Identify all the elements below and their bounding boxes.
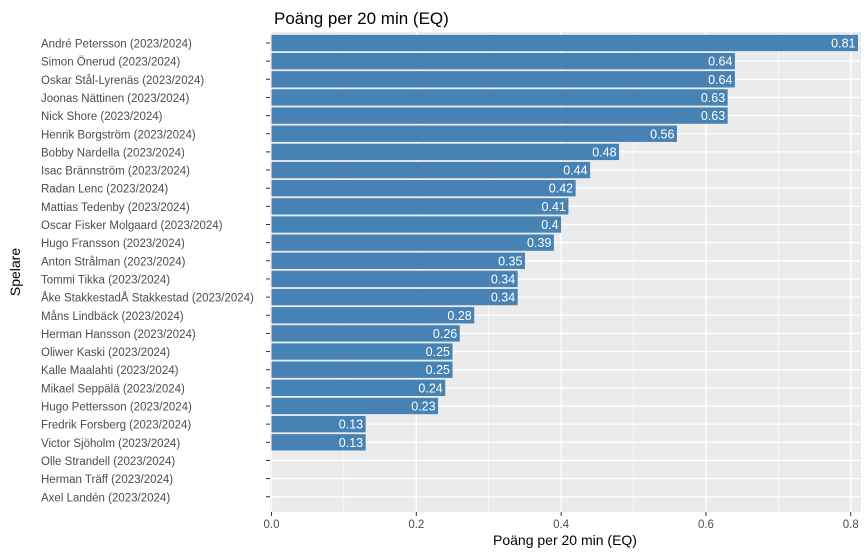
y-tick-label: Olle Strandell (2023/2024) [41,456,175,468]
y-tick-label: Nick Shore (2023/2024) [41,111,163,123]
bar [271,397,439,415]
bar [271,125,677,142]
bar [271,198,569,215]
bar-value-label: 0.64 [708,55,732,69]
y-tick-label: Herman Träff (2023/2024) [41,474,173,486]
bar-value-label: 0.13 [339,418,363,432]
bar-value-label: 0.42 [549,182,573,196]
bar-value-label: 0.63 [701,109,725,123]
bar [271,379,446,397]
y-tick-label: Mattias Tedenby (2023/2024) [41,202,190,214]
x-tick-label: 0.8 [843,519,859,531]
bar [271,234,554,251]
bar [271,161,591,179]
y-tick-label: Axel Landén (2023/2024) [41,492,170,504]
bar [271,216,562,233]
bar-value-label: 0.26 [433,327,457,341]
y-tick-label: Hugo Pettersson (2023/2024) [41,402,192,414]
bar-value-label: 0.64 [708,73,732,87]
y-tick-label: Måns Lindbäck (2023/2024) [41,311,184,323]
x-axis: 0.0 0.2 0.4 0.6 0.8 [264,512,859,531]
y-tick-label: Åke StakkestadÅ Stakkestad (2023/2024) [41,292,254,305]
y-tick-label: Joonas Nättinen (2023/2024) [41,93,189,105]
y-tick-label: Herman Hansson (2023/2024) [41,329,196,341]
y-tick-label: André Petersson (2023/2024) [41,39,192,51]
bar [271,71,735,88]
y-axis: André Petersson (2023/2024) Simon Önerud … [41,39,270,504]
y-tick-label: Fredrik Forsberg (2023/2024) [41,420,191,432]
bar [271,325,460,342]
bar-value-label: 0.48 [592,145,616,159]
bar-value-label: 0.34 [491,291,515,305]
bar [271,343,453,360]
y-tick-label: Simon Önerud (2023/2024) [41,57,181,69]
bar-value-label: 0.23 [411,400,435,414]
bar-value-label: 0.4 [541,218,558,232]
x-axis-title: Poäng per 20 min (EQ) [493,532,637,548]
bar [271,180,576,197]
bar [271,143,620,161]
y-tick-label: Tommi Tikka (2023/2024) [41,274,170,286]
y-axis-title: Spelare [7,248,23,296]
bar-value-label: 0.34 [491,272,515,286]
bar [271,252,525,269]
x-tick-label: 0.4 [553,519,570,531]
bar [271,415,366,433]
bar [271,89,728,106]
y-tick-label: Oliwer Kaski (2023/2024) [41,347,170,359]
bar-value-label: 0.13 [339,436,363,450]
y-tick-label: Oskar Stål-Lyrenäs (2023/2024) [41,75,204,87]
bar [271,361,453,378]
bars [271,34,858,451]
bar-value-label: 0.56 [650,127,674,141]
bar-value-label: 0.41 [542,200,566,214]
bar [271,107,728,124]
y-tick-label: Kalle Maalahti (2023/2024) [41,365,179,377]
y-tick-label: Bobby Nardella (2023/2024) [41,147,185,159]
y-tick-label: Anton Strålman (2023/2024) [41,256,186,268]
y-tick-label: Victor Sjöholm (2023/2024) [41,438,180,450]
bar [271,307,475,324]
bar-value-label: 0.24 [418,381,442,395]
bar [271,434,366,451]
bar [271,288,518,306]
bar-value-label: 0.25 [426,363,450,377]
x-tick-label: 0.2 [408,519,424,531]
bar-value-label: 0.35 [498,254,522,268]
bar-value-label: 0.81 [831,37,855,51]
x-tick-label: 0.6 [698,519,714,531]
bar-value-label: 0.63 [701,91,725,105]
y-tick-label: Oscar Fisker Molgaard (2023/2024) [41,220,223,232]
y-tick-label: Henrik Borgström (2023/2024) [41,129,196,141]
bar-value-label: 0.25 [426,345,450,359]
y-tick-label: Hugo Fransson (2023/2024) [41,238,185,250]
bar-value-label: 0.44 [563,164,587,178]
bar-value-label: 0.28 [447,309,471,323]
bar [271,270,518,288]
bar [271,52,735,70]
chart-title: Poäng per 20 min (EQ) [274,9,449,28]
bar-value-labels: 0.81 0.64 0.64 0.63 0.63 0.56 0.48 0.44 0.42 0.41… [339,37,856,450]
bar [271,34,858,52]
bar-value-label: 0.39 [527,236,551,250]
y-tick-label: Isac Brännström (2023/2024) [41,166,190,178]
y-tick-label: Mikael Seppälä (2023/2024) [41,383,185,395]
x-tick-label: 0.0 [264,519,280,531]
y-tick-label: Radan Lenc (2023/2024) [41,184,168,196]
